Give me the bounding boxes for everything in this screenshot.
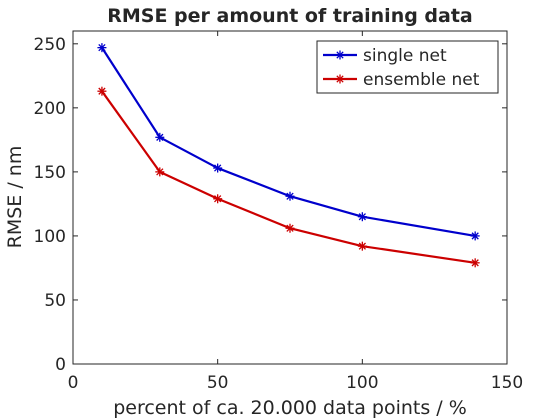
legend-marker (335, 74, 345, 84)
x-tick-label: 150 (491, 373, 523, 393)
data-point-single-net (213, 163, 223, 173)
data-point-single-net (357, 212, 367, 222)
y-tick-label: 100 (34, 227, 66, 247)
data-point-ensemble-net (97, 86, 107, 96)
data-point-ensemble-net (470, 258, 480, 268)
x-tick-label: 50 (207, 373, 229, 393)
plot-frame (72, 30, 508, 365)
y-axis-label: RMSE / nm (4, 146, 26, 249)
y-tick-label: 200 (34, 99, 66, 119)
y-tick-label: 150 (34, 163, 66, 183)
chart-title: RMSE per amount of training data (107, 5, 473, 27)
data-point-ensemble-net (285, 223, 295, 233)
y-tick-label: 250 (34, 35, 66, 55)
series-line-single-net (101, 47, 476, 238)
legend-box (316, 40, 499, 94)
data-point-ensemble-net (357, 241, 367, 251)
y-tick-label: 50 (44, 291, 66, 311)
y-tick-label: 0 (55, 355, 66, 375)
series-single-net (97, 43, 480, 241)
legend-item-ensemble-net: ensemble net (323, 70, 480, 90)
series-line-ensemble-net (101, 90, 476, 264)
legend-marker (335, 50, 345, 60)
x-axis-label: percent of ca. 20.000 data points / % (113, 397, 467, 419)
legend-label: single net (363, 46, 447, 66)
data-point-single-net (470, 231, 480, 241)
data-point-single-net (155, 132, 165, 142)
legend-label: ensemble net (363, 70, 480, 90)
data-point-single-net (285, 191, 295, 201)
legend-item-single-net: single net (323, 46, 447, 66)
legend: single net ensemble net (316, 40, 499, 94)
data-point-single-net (97, 43, 107, 53)
x-tick-label: 100 (346, 373, 378, 393)
series-ensemble-net (97, 86, 480, 268)
x-tick-label: 0 (68, 373, 79, 393)
data-point-ensemble-net (213, 194, 223, 204)
data-point-ensemble-net (155, 167, 165, 177)
